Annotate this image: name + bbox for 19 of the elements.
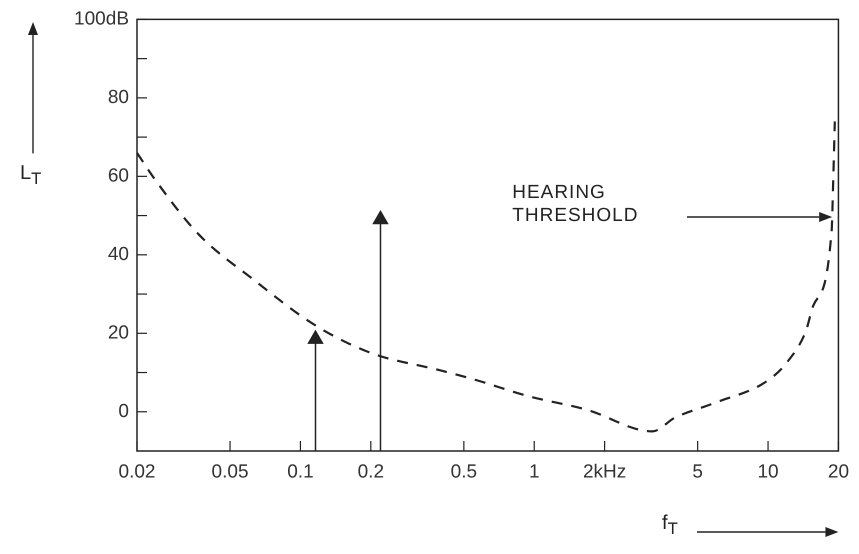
annotation: HEARING THRESHOLD	[512, 181, 640, 228]
x-tick-label: 0.5	[450, 462, 478, 483]
y-axis-title: L$_{T}$	[20, 162, 42, 189]
x-tick-label: 0.1	[287, 462, 314, 483]
x-tick-label: 0.02	[118, 462, 156, 483]
y-tick-label: 20	[108, 322, 129, 344]
x-tick-label: 0.05	[212, 462, 249, 483]
x-tick-label: 10	[757, 462, 779, 483]
x-tick-label: 5	[692, 462, 703, 483]
x-tick-label: 0.2	[358, 462, 384, 483]
y-tick-label: 100dB	[74, 8, 129, 30]
x-tick-label: 2kHz	[582, 462, 626, 483]
y-tick-label: 0	[118, 401, 129, 422]
x-tick-label: 1	[528, 462, 540, 483]
x-axis-title: f$_{T}$	[662, 512, 678, 539]
x-tick-label: 20	[828, 462, 850, 483]
y-tick-label: 40	[108, 244, 129, 266]
y-tick-label: 80	[108, 87, 129, 108]
y-tick-label: 60	[108, 166, 129, 187]
